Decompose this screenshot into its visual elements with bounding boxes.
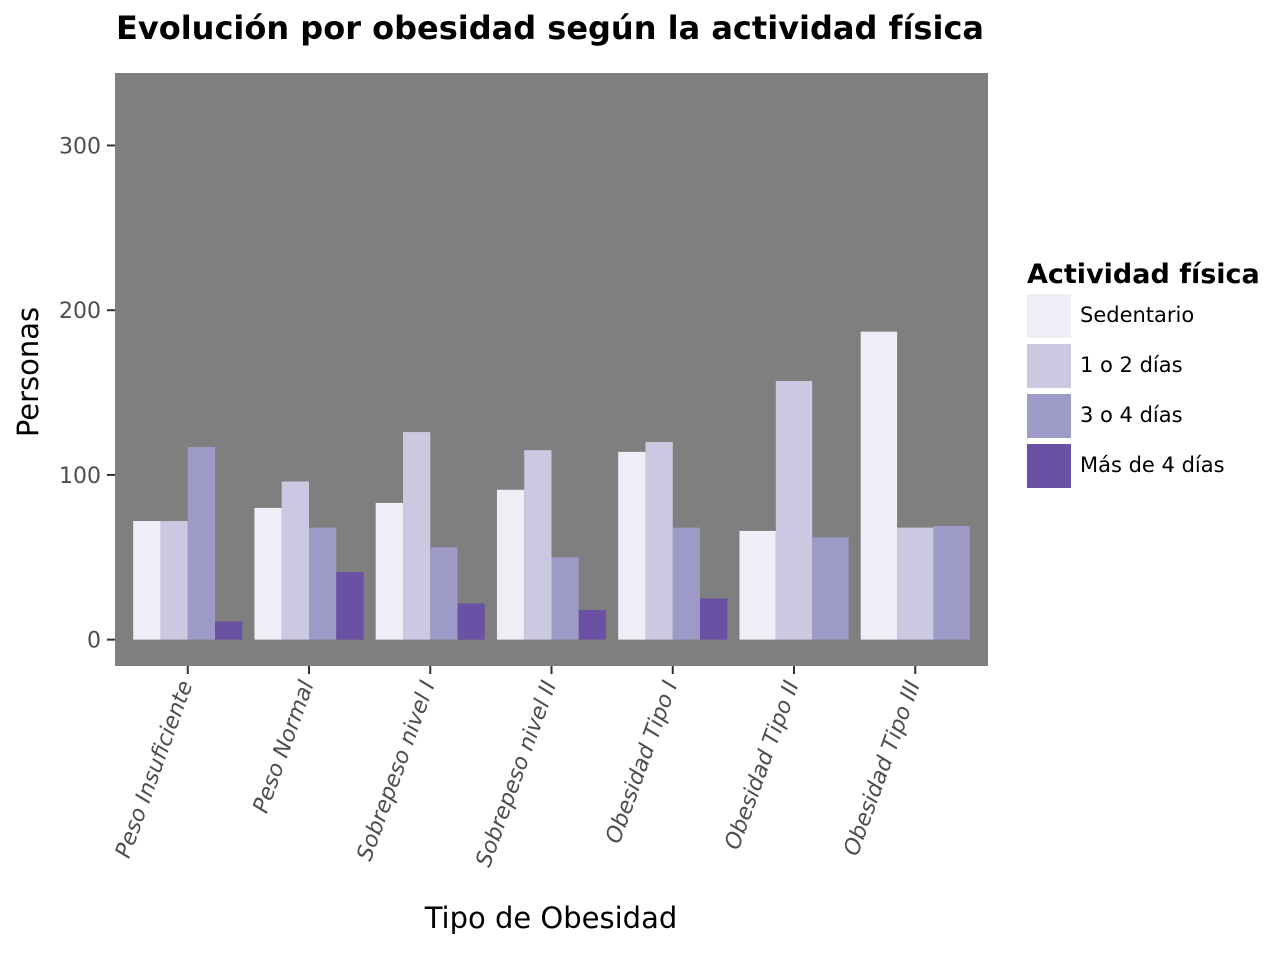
- bar: [281, 481, 309, 640]
- y-tick-label: 0: [87, 629, 101, 654]
- bar: [897, 527, 934, 640]
- y-tick-label: 300: [59, 134, 101, 159]
- bar: [375, 502, 403, 640]
- chart-title: Evolución por obesidad según la activida…: [116, 9, 984, 47]
- bar: [336, 572, 364, 640]
- x-tick-label: Obesidad Tipo II: [720, 678, 804, 854]
- legend: Actividad física Sedentario 1 o 2 días 3 o…: [1027, 259, 1260, 488]
- x-tick-label: Obesidad Tipo I: [601, 678, 683, 847]
- x-tick-label: Sobrepeso nivel II: [472, 678, 563, 871]
- bar: [812, 537, 849, 640]
- x-tick-label: Sobrepeso nivel I: [353, 678, 441, 865]
- y-axis-title: Personas: [11, 307, 45, 437]
- bar: [524, 450, 552, 640]
- legend-swatch: [1027, 394, 1071, 438]
- bar: [496, 489, 525, 640]
- legend-label: Más de 4 días: [1080, 453, 1225, 477]
- legend-label: Sedentario: [1080, 303, 1194, 327]
- legend-title: Actividad física: [1027, 259, 1260, 290]
- y-tick-label: 200: [59, 299, 101, 324]
- x-tick-label: Peso Insuficiente: [111, 678, 198, 862]
- bar: [254, 507, 282, 640]
- y-tick-label: 100: [59, 464, 101, 489]
- legend-label: 3 o 4 días: [1080, 403, 1183, 427]
- bar: [739, 530, 776, 640]
- bar: [645, 441, 673, 640]
- bar: [672, 527, 701, 640]
- legend-swatch: [1027, 294, 1071, 338]
- x-tick-label: Obesidad Tipo III: [839, 678, 926, 860]
- bar: [160, 521, 188, 640]
- legend-label: 1 o 2 días: [1080, 353, 1183, 377]
- bar: [402, 432, 431, 640]
- legend-swatch: [1027, 444, 1071, 488]
- bar: [457, 603, 485, 640]
- legend-swatch: [1027, 344, 1071, 388]
- y-axis: 0 100 200 300: [59, 134, 115, 654]
- bar: [215, 621, 243, 640]
- bar: [551, 557, 579, 640]
- bar: [700, 598, 728, 640]
- bar: [618, 451, 646, 640]
- bar: [860, 331, 898, 640]
- bar: [309, 527, 337, 640]
- bar: [933, 525, 970, 640]
- bar: [775, 381, 813, 640]
- x-axis-title: Tipo de Obesidad: [424, 901, 678, 935]
- x-axis: Peso Insuficiente Peso Normal Sobrepeso ni…: [111, 666, 926, 870]
- bars-layer: [133, 331, 970, 640]
- bar: [187, 446, 216, 640]
- x-tick-label: Peso Normal: [249, 678, 320, 817]
- bar: [430, 547, 458, 640]
- bar: [578, 609, 607, 640]
- bar: [133, 521, 161, 640]
